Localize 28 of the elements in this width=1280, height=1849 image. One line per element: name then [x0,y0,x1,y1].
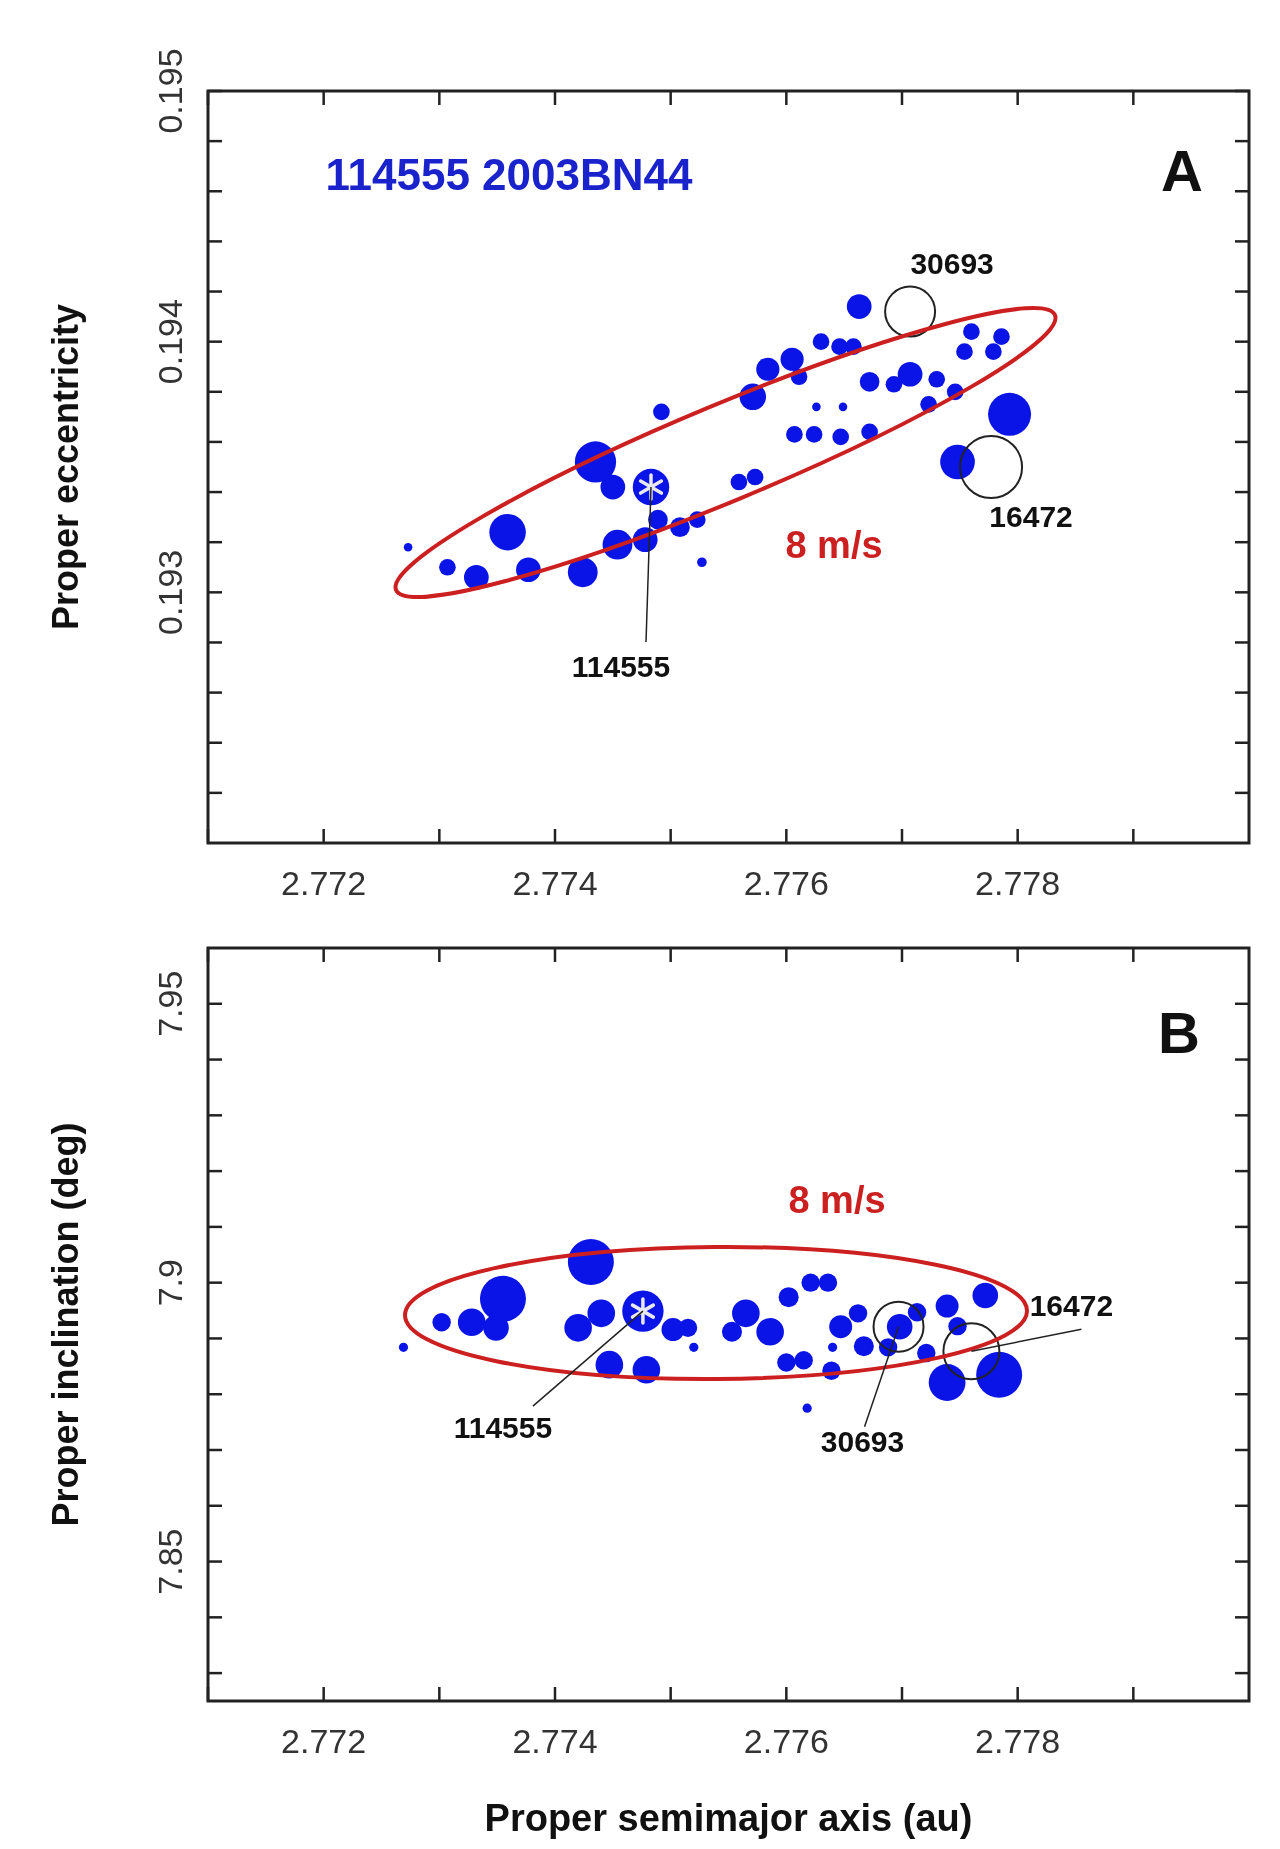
text: 114555 2003BN44 [325,150,694,199]
x-axis-title: Proper semimajor axis (au) [484,1797,973,1839]
y-tick-label: 0.193 [151,549,189,635]
y-axis-title: Proper eccentricity [45,303,86,631]
y-tick-label: 7.95 [151,970,189,1037]
x-tick-label: 2.778 [975,1722,1061,1760]
annotation: A [1161,138,1203,203]
x-tick-label: 2.778 [975,864,1061,902]
annotation: 16472 [1029,1289,1114,1323]
y-tick-label: 7.85 [151,1528,189,1595]
annotation: B [1158,1000,1200,1065]
annotation: 114555 [571,650,671,684]
x-tick-label: 2.774 [512,864,598,902]
y-tick-label: 0.194 [151,299,189,385]
x-tick-label: 2.772 [281,1722,367,1760]
y-tick-label: 0.195 [151,48,189,134]
x-tick-label: 2.772 [281,864,367,902]
x-tick-label: 2.776 [743,864,829,902]
annotation: 16472 [989,500,1073,533]
y-tick-label: 7.9 [151,1259,189,1307]
x-tick-label: 2.776 [743,1722,829,1760]
annotation: 30693 [910,246,994,280]
x-tick-label: 2.774 [512,1722,598,1760]
annotation: 30693 [820,1424,905,1458]
annotation: 8 m/s [785,524,883,566]
annotation: 8 m/s [788,1179,886,1221]
annotation: 114555 [453,1411,553,1445]
y-axis-title: Proper inclination (deg) [45,1122,86,1527]
